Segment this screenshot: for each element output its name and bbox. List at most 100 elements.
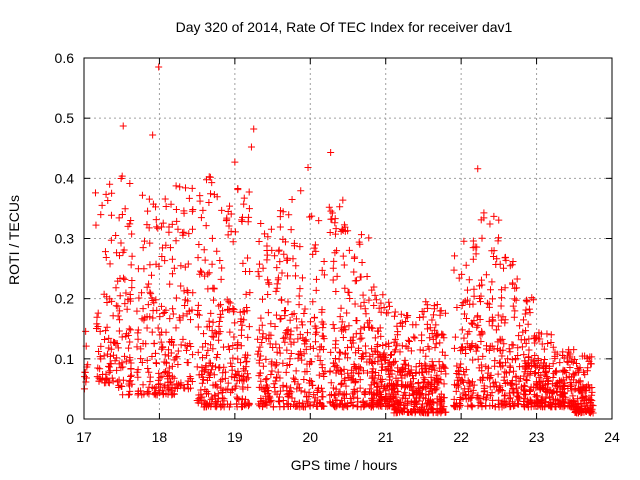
data-point [500, 376, 508, 384]
data-point [177, 379, 185, 387]
data-point [194, 323, 202, 331]
data-point [555, 399, 563, 407]
data-point [363, 273, 371, 281]
data-point [373, 348, 381, 356]
data-point [255, 372, 263, 380]
data-point [288, 310, 296, 318]
data-point [259, 362, 267, 370]
data-point [166, 280, 174, 288]
data-point [357, 302, 365, 310]
data-point [172, 237, 180, 245]
data-point [254, 335, 262, 343]
data-point [343, 309, 351, 317]
data-point [501, 319, 509, 327]
data-point [382, 353, 390, 361]
data-point [515, 394, 523, 402]
data-point [188, 225, 196, 233]
data-point [262, 384, 270, 392]
data-point [114, 302, 122, 310]
data-point [509, 384, 517, 392]
data-point [496, 260, 504, 268]
data-point [290, 374, 298, 382]
data-point [106, 367, 114, 375]
data-point [494, 370, 502, 378]
data-point [473, 323, 481, 331]
data-point [240, 316, 248, 324]
data-point [396, 319, 404, 327]
data-point [292, 262, 300, 270]
data-point [257, 394, 265, 402]
data-point [287, 331, 295, 339]
data-point [336, 203, 344, 211]
data-point [473, 243, 481, 251]
data-point [369, 359, 377, 367]
data-point [105, 334, 113, 342]
data-point [508, 341, 516, 349]
data-point [102, 327, 110, 335]
data-point [298, 274, 306, 282]
data-point [207, 366, 215, 374]
data-point [330, 392, 338, 400]
data-point [474, 312, 482, 320]
data-point [272, 311, 280, 319]
data-point [205, 390, 213, 398]
data-point [117, 239, 125, 247]
data-point [584, 406, 592, 414]
data-point [231, 228, 239, 236]
data-point [525, 335, 533, 343]
data-point [566, 364, 574, 372]
data-point [348, 336, 356, 344]
data-point [210, 191, 218, 199]
data-point [310, 391, 318, 399]
data-point [225, 306, 233, 314]
data-point [505, 368, 513, 376]
data-point [549, 373, 557, 381]
data-point [579, 383, 587, 391]
data-point [271, 362, 279, 370]
data-point [497, 386, 505, 394]
y-axis-label: ROTI / TECUs [6, 195, 22, 285]
data-point [478, 376, 486, 384]
data-point [161, 368, 169, 376]
data-point [492, 326, 500, 334]
data-point [519, 316, 527, 324]
data-point [463, 340, 471, 348]
data-point [374, 358, 382, 366]
data-point [346, 394, 354, 402]
data-point [243, 370, 251, 378]
data-point [340, 323, 348, 331]
data-point [421, 376, 429, 384]
data-point [476, 298, 484, 306]
data-point [102, 254, 110, 262]
data-point [386, 302, 394, 310]
data-point [125, 391, 133, 399]
data-point [428, 358, 436, 366]
data-point [457, 360, 465, 368]
data-point [545, 362, 553, 370]
data-point [527, 387, 535, 395]
data-point [401, 365, 409, 373]
data-point [464, 402, 472, 410]
data-point [209, 381, 217, 389]
data-point [280, 250, 288, 258]
data-point [118, 172, 126, 180]
data-point [559, 368, 567, 376]
data-point [210, 296, 218, 304]
data-point [342, 402, 350, 410]
data-point [361, 388, 369, 396]
data-point [512, 372, 520, 380]
data-point [217, 275, 225, 283]
data-point [246, 268, 254, 276]
data-point [365, 317, 373, 325]
data-point [325, 203, 333, 211]
data-point [375, 371, 383, 379]
data-point [197, 267, 205, 275]
data-point [497, 363, 505, 371]
data-point [584, 396, 592, 404]
data-point [213, 247, 221, 255]
data-point [558, 403, 566, 411]
data-point [326, 229, 334, 237]
data-point [149, 200, 157, 208]
data-point [522, 306, 530, 314]
data-point [211, 328, 219, 336]
